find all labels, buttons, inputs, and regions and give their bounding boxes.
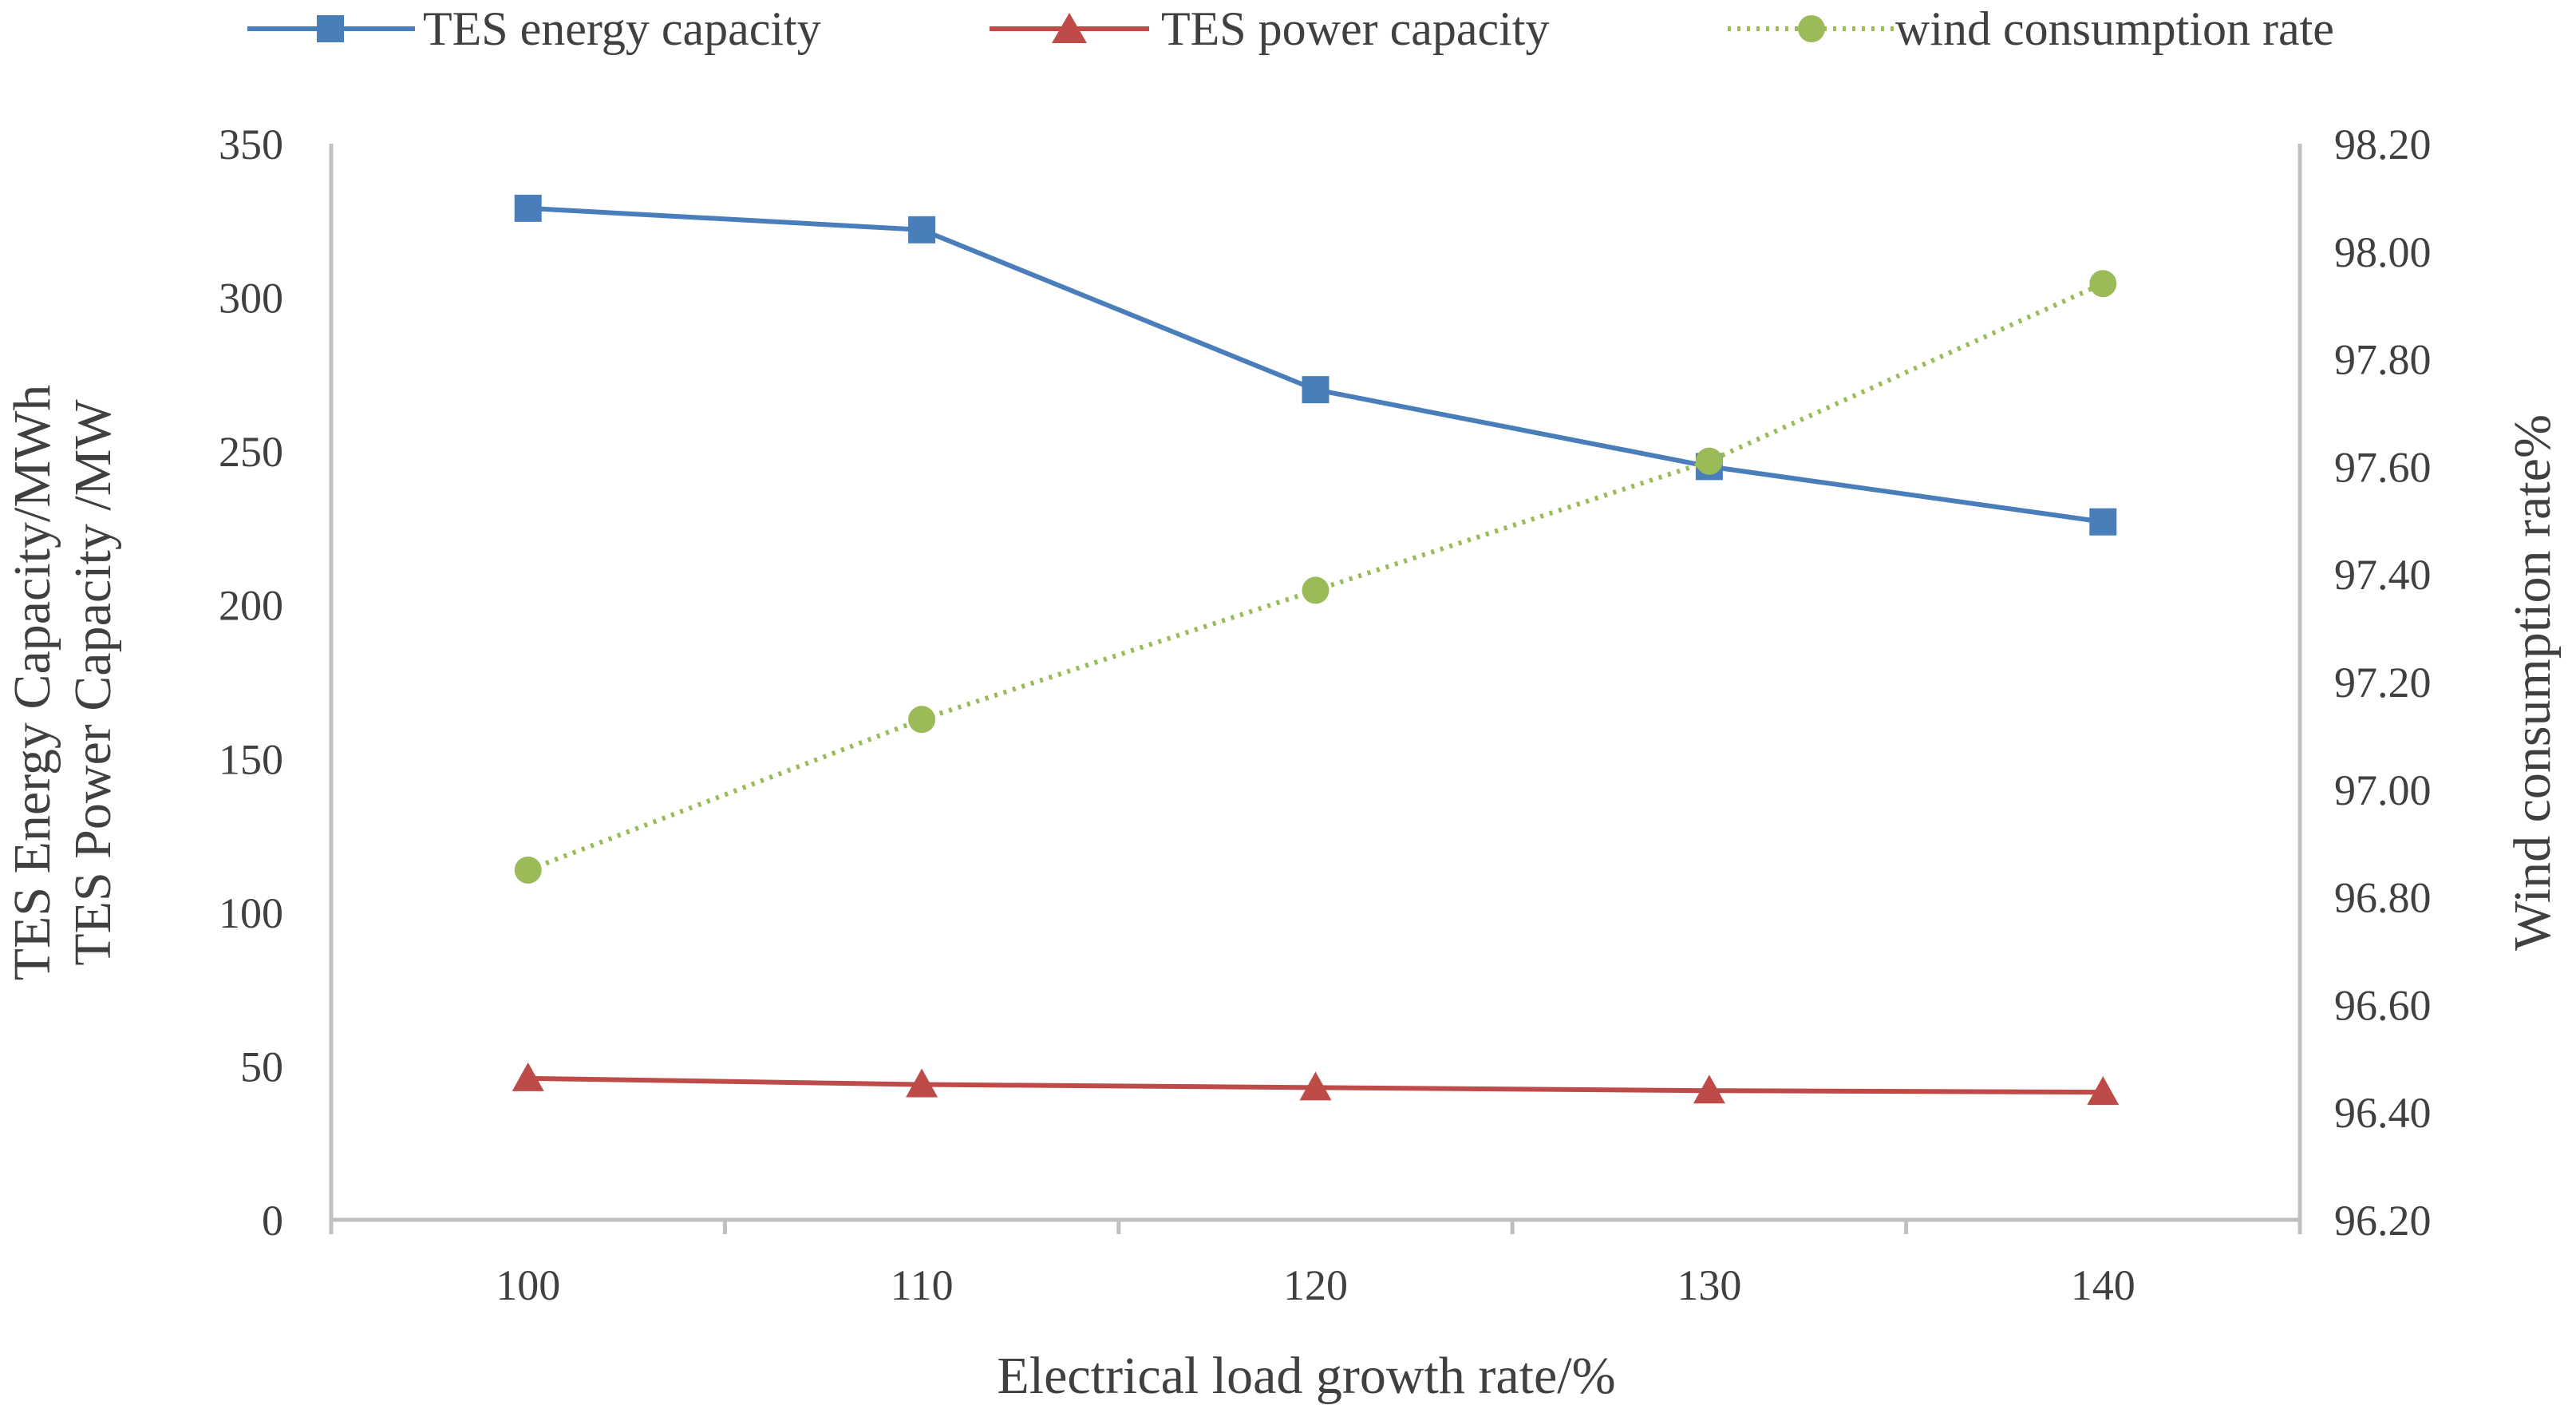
x-axis-title: Electrical load growth rate/% (997, 1347, 1615, 1405)
left-tick-label: 50 (240, 1043, 283, 1090)
legend-wind-label: wind consumption rate (1895, 2, 2334, 55)
legend-item-energy: TES energy capacity (247, 2, 821, 55)
legend-energy-marker (317, 15, 344, 42)
data-point (2087, 1076, 2120, 1106)
data-point (1693, 1075, 1725, 1104)
data-point (514, 856, 542, 884)
legend-item-power: TES power capacity (990, 2, 1549, 55)
right-tick-label: 96.60 (2334, 981, 2432, 1029)
right-tick-label: 97.60 (2334, 443, 2432, 491)
legend-energy-label: TES energy capacity (423, 2, 821, 55)
right-tick-label: 96.20 (2334, 1197, 2432, 1245)
legend-power-label: TES power capacity (1161, 2, 1549, 55)
data-point (1695, 447, 1723, 475)
x-tick-label: 110 (891, 1261, 954, 1309)
data-point (514, 194, 542, 222)
legend-power-marker (1052, 13, 1087, 43)
left-axis-title-energy: TES Energy Capacity/MWh (3, 385, 61, 981)
right-tick-label: 97.20 (2334, 659, 2432, 706)
left-axis-tick-labels: 0 50 100 150 200 250 300 350 (219, 121, 283, 1245)
data-point (2089, 270, 2117, 298)
legend-item-wind: wind consumption rate (1728, 2, 2334, 55)
left-tick-label: 350 (219, 121, 283, 168)
left-tick-label: 250 (219, 428, 283, 476)
right-axis-title: Wind consumption rate% (2503, 414, 2562, 951)
right-tick-label: 96.80 (2334, 874, 2432, 922)
x-tick-label: 130 (1677, 1261, 1741, 1309)
left-tick-label: 200 (219, 582, 283, 630)
left-tick-label: 300 (219, 275, 283, 323)
left-tick-label: 150 (219, 735, 283, 783)
data-point (512, 1062, 544, 1091)
data-point (2089, 508, 2117, 536)
data-point (1299, 1071, 1332, 1101)
left-tick-label: 100 (219, 889, 283, 937)
data-point (906, 1068, 938, 1098)
right-tick-label: 97.00 (2334, 766, 2432, 814)
series-tes-energy-capacity (514, 194, 2117, 536)
data-point (1302, 576, 1329, 604)
legend-wind-marker (1798, 15, 1825, 42)
x-tick-label: 140 (2071, 1261, 2135, 1309)
right-axis-tick-labels: 96.20 96.40 96.60 96.80 97.00 97.20 97.40 97.60… (2334, 121, 2432, 1245)
x-tick-label: 120 (1283, 1261, 1348, 1309)
legend: TES energy capacity TES power capacity w… (247, 2, 2334, 55)
data-point (1302, 376, 1329, 404)
x-tick-label: 100 (496, 1261, 560, 1309)
right-tick-label: 98.20 (2334, 121, 2432, 168)
right-tick-label: 96.40 (2334, 1089, 2432, 1137)
right-tick-label: 98.00 (2334, 228, 2432, 276)
data-point (908, 706, 936, 734)
x-axis-tick-labels: 100 110 120 130 140 (496, 1261, 2135, 1309)
right-tick-label: 97.80 (2334, 336, 2432, 384)
series-tes-power-capacity (512, 1062, 2120, 1106)
left-axis-title-power: TES Power Capacity /MW (64, 399, 122, 966)
right-tick-label: 97.40 (2334, 551, 2432, 599)
series-wind-consumption-rate (514, 270, 2117, 884)
plot-area (512, 194, 2120, 1106)
data-point (908, 216, 936, 243)
x-tick-marks (329, 1220, 2302, 1234)
left-tick-label: 0 (262, 1197, 283, 1245)
